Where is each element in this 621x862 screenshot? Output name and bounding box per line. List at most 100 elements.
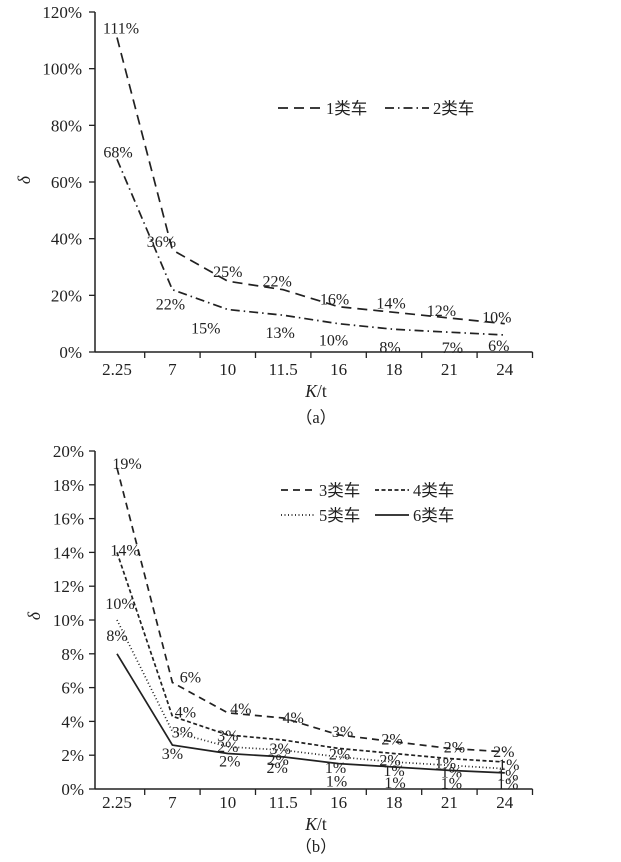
point-label: 2% bbox=[219, 754, 240, 771]
x-tick-label: 2.25 bbox=[102, 360, 132, 379]
y-axis-title: δ bbox=[14, 175, 34, 184]
y-axis-title: δ bbox=[24, 611, 44, 620]
x-tick-label: 7 bbox=[168, 793, 177, 812]
point-label: 8% bbox=[379, 339, 400, 356]
point-label: 3% bbox=[162, 746, 183, 763]
point-label: 19% bbox=[112, 456, 141, 473]
point-label: 13% bbox=[266, 325, 295, 342]
chart-caption: （a） bbox=[296, 408, 336, 427]
point-label: 10% bbox=[482, 310, 511, 327]
point-label: 1% bbox=[441, 775, 462, 792]
series-line-1类车 bbox=[116, 37, 505, 325]
x-tick-label: 21 bbox=[441, 793, 458, 812]
point-label: 2% bbox=[267, 760, 288, 777]
legend-label: 1类车 bbox=[326, 99, 367, 118]
point-label: 1% bbox=[326, 774, 347, 791]
y-tick-label: 18% bbox=[53, 476, 84, 495]
x-tick-label: 16 bbox=[330, 793, 347, 812]
y-tick-label: 60% bbox=[51, 173, 82, 192]
x-axis-title: K/t bbox=[304, 381, 327, 401]
chart-b-plot: 0% 2% 4% 6% 8% 10% 12% 14% 16% 18% 20% 2.25 7 10 11.5 1… bbox=[24, 442, 534, 856]
point-label: 10% bbox=[319, 333, 348, 350]
point-label: 15% bbox=[191, 321, 220, 338]
x-tick-label: 18 bbox=[386, 360, 403, 379]
x-axis-title: K/t bbox=[304, 814, 327, 834]
point-label: 1% bbox=[498, 757, 519, 774]
x-tick-label: 10 bbox=[219, 360, 236, 379]
legend-label: 6类车 bbox=[413, 506, 454, 525]
series-line-4类车 bbox=[116, 552, 505, 763]
chart-caption: （b） bbox=[295, 837, 336, 856]
y-tick-label: 100% bbox=[42, 60, 82, 79]
point-label: 14% bbox=[376, 295, 405, 312]
x-tick-label: 7 bbox=[168, 360, 177, 379]
x-tick-label: 10 bbox=[219, 793, 236, 812]
point-label: 22% bbox=[156, 297, 185, 314]
chart-b-figure: 0% 2% 4% 6% 8% 10% 12% 14% 16% 18% 20% 2.25 7 10 11.5 1… bbox=[0, 438, 621, 862]
legend-label: 5类车 bbox=[319, 506, 360, 525]
point-label: 7% bbox=[442, 340, 463, 357]
point-label: 4% bbox=[175, 704, 196, 721]
point-label: 2% bbox=[217, 739, 238, 756]
y-tick-label: 14% bbox=[53, 543, 84, 562]
point-label: 8% bbox=[106, 628, 127, 645]
point-label: 36% bbox=[147, 234, 176, 251]
x-tick-label: 11.5 bbox=[269, 360, 298, 379]
y-tick-label: 6% bbox=[61, 679, 84, 698]
point-label: 2% bbox=[379, 753, 400, 770]
y-tick-label: 20% bbox=[51, 286, 82, 305]
point-label: 3% bbox=[270, 741, 291, 758]
y-tick-label: 80% bbox=[51, 116, 82, 135]
y-tick-label: 2% bbox=[61, 746, 84, 765]
chart-a-plot: 0% 20% 40% 60% 80% 100% 120% 2.25 7 10 11.5 16 18 21 2… bbox=[14, 3, 534, 427]
point-label: 2% bbox=[329, 746, 350, 763]
x-tick-label: 24 bbox=[496, 360, 514, 379]
point-label: 12% bbox=[427, 303, 456, 320]
y-tick-label: 0% bbox=[61, 780, 84, 799]
y-tick-label: 16% bbox=[53, 510, 84, 529]
y-tick-label: 40% bbox=[51, 230, 82, 249]
chart-a-figure: 0% 20% 40% 60% 80% 100% 120% 2.25 7 10 11.5 16 18 21 2… bbox=[14, 3, 534, 427]
point-label: 2% bbox=[493, 744, 514, 761]
point-label: 4% bbox=[230, 701, 251, 718]
point-label: 3% bbox=[172, 725, 193, 742]
point-label: 2% bbox=[381, 732, 402, 749]
y-tick-label: 8% bbox=[61, 645, 84, 664]
point-label: 25% bbox=[213, 264, 242, 281]
point-label: 6% bbox=[180, 670, 201, 687]
point-label: 14% bbox=[110, 542, 139, 559]
series-line-2类车 bbox=[116, 158, 505, 336]
point-label: 2% bbox=[444, 739, 465, 756]
point-label: 68% bbox=[103, 144, 132, 161]
series-line-6类车 bbox=[116, 653, 505, 774]
point-label: 3% bbox=[217, 728, 238, 745]
point-label: 1% bbox=[384, 775, 405, 792]
legend-label: 3类车 bbox=[319, 481, 360, 500]
point-label: 111% bbox=[103, 21, 139, 38]
y-tick-label: 0% bbox=[59, 343, 82, 362]
x-tick-label: 18 bbox=[386, 793, 403, 812]
point-label: 1% bbox=[435, 756, 456, 773]
point-label: 22% bbox=[263, 274, 292, 291]
x-tick-label: 21 bbox=[441, 360, 458, 379]
x-tick-label: 11.5 bbox=[269, 793, 298, 812]
y-tick-label: 4% bbox=[61, 712, 84, 731]
legend-label: 2类车 bbox=[433, 99, 474, 118]
x-tick-label: 2.25 bbox=[102, 793, 132, 812]
x-tick-label: 24 bbox=[496, 793, 514, 812]
point-label: 4% bbox=[283, 710, 304, 727]
point-label: 6% bbox=[488, 338, 509, 355]
y-tick-label: 120% bbox=[42, 3, 82, 22]
point-label: 10% bbox=[105, 596, 134, 613]
x-tick-label: 16 bbox=[330, 360, 347, 379]
point-label: 1% bbox=[497, 776, 518, 793]
point-label: 3% bbox=[332, 724, 353, 741]
y-tick-label: 20% bbox=[53, 442, 84, 461]
y-tick-label: 12% bbox=[53, 577, 84, 596]
y-tick-label: 10% bbox=[53, 611, 84, 630]
series-line-3类车 bbox=[116, 467, 505, 753]
point-label: 16% bbox=[320, 292, 349, 309]
legend-label: 4类车 bbox=[413, 481, 454, 500]
point-label: 1% bbox=[441, 764, 462, 781]
